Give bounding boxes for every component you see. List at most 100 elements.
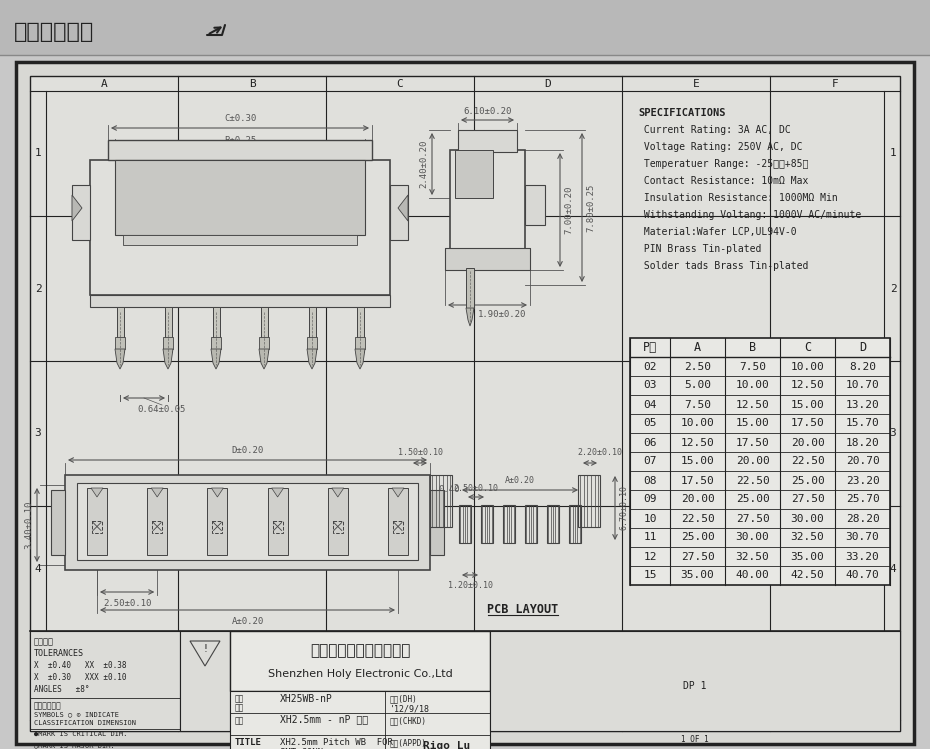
- Text: C±0.30: C±0.30: [224, 114, 256, 123]
- Text: 6.70±0.10: 6.70±0.10: [619, 485, 628, 530]
- Bar: [481, 505, 493, 543]
- Text: 32.50: 32.50: [736, 551, 769, 562]
- Text: A±0.20: A±0.20: [505, 476, 535, 485]
- Text: 11: 11: [644, 533, 657, 542]
- Text: 3: 3: [34, 428, 41, 438]
- Bar: [72, 185, 90, 240]
- Text: 20.00: 20.00: [736, 456, 769, 467]
- Text: 20.70: 20.70: [845, 456, 880, 467]
- Text: 30.00: 30.00: [790, 514, 824, 524]
- Bar: [630, 338, 890, 585]
- Text: 15.00: 15.00: [790, 399, 824, 410]
- Text: 08: 08: [644, 476, 657, 485]
- Bar: [123, 235, 357, 245]
- Bar: [388, 488, 408, 555]
- Text: 10.00: 10.00: [736, 380, 769, 390]
- Text: Contact Resistance: 10mΩ Max: Contact Resistance: 10mΩ Max: [638, 176, 808, 186]
- Bar: [230, 691, 490, 749]
- Bar: [309, 307, 315, 352]
- Text: 2.50: 2.50: [684, 362, 711, 372]
- Bar: [180, 631, 230, 731]
- Bar: [525, 185, 545, 225]
- Text: SPECIFICATIONS: SPECIFICATIONS: [638, 108, 725, 118]
- Text: 10.00: 10.00: [790, 362, 824, 372]
- Text: 05: 05: [644, 419, 657, 428]
- Bar: [30, 631, 180, 731]
- Text: B: B: [248, 79, 256, 89]
- Text: 制图(DH): 制图(DH): [390, 694, 418, 703]
- Bar: [0, 0, 930, 55]
- Text: A±0.20: A±0.20: [232, 617, 263, 626]
- Polygon shape: [211, 349, 221, 369]
- Text: A: A: [100, 79, 107, 89]
- Text: 12.50: 12.50: [790, 380, 824, 390]
- Text: D: D: [545, 79, 551, 89]
- Text: 09: 09: [644, 494, 657, 505]
- Bar: [327, 488, 348, 555]
- Bar: [547, 505, 559, 543]
- Text: 5: 5: [890, 670, 897, 681]
- Text: 25.00: 25.00: [736, 494, 769, 505]
- Text: 40.70: 40.70: [845, 571, 880, 580]
- Text: C: C: [804, 341, 811, 354]
- Text: 13.20: 13.20: [845, 399, 880, 410]
- Text: 2.50±0.10: 2.50±0.10: [454, 484, 498, 493]
- Text: P数: P数: [643, 341, 658, 354]
- Text: !: !: [203, 644, 207, 654]
- Bar: [430, 490, 444, 555]
- Bar: [87, 488, 107, 555]
- Text: 7.50: 7.50: [684, 399, 711, 410]
- Text: Voltage Rating: 250V AC, DC: Voltage Rating: 250V AC, DC: [638, 142, 803, 152]
- Text: TOLERANCES: TOLERANCES: [34, 649, 84, 658]
- Text: 5: 5: [34, 670, 41, 681]
- Text: Rigo Lu: Rigo Lu: [423, 741, 471, 749]
- Text: 核准(APPD): 核准(APPD): [390, 738, 427, 747]
- Text: 20.00: 20.00: [681, 494, 714, 505]
- Bar: [268, 488, 287, 555]
- Text: 图号: 图号: [235, 703, 245, 712]
- Text: 12: 12: [644, 551, 657, 562]
- Text: D: D: [545, 721, 551, 731]
- Text: 4: 4: [890, 563, 897, 574]
- Polygon shape: [332, 488, 344, 497]
- Text: TITLE: TITLE: [235, 738, 262, 747]
- Polygon shape: [211, 488, 223, 497]
- Text: Insulation Resistance: 1000MΩ Min: Insulation Resistance: 1000MΩ Min: [638, 193, 838, 203]
- Text: 10: 10: [644, 514, 657, 524]
- Bar: [459, 505, 471, 543]
- Text: 15.70: 15.70: [845, 419, 880, 428]
- Text: C: C: [396, 79, 404, 89]
- Text: 8.20: 8.20: [849, 362, 876, 372]
- Text: Material:Wafer LCP,UL94V-0: Material:Wafer LCP,UL94V-0: [638, 227, 797, 237]
- Text: 17.50: 17.50: [681, 476, 714, 485]
- Text: C: C: [396, 721, 404, 731]
- Text: 品名: 品名: [235, 716, 245, 725]
- Text: 15.00: 15.00: [681, 456, 714, 467]
- Text: F: F: [831, 721, 838, 731]
- Bar: [455, 150, 493, 198]
- Bar: [211, 337, 221, 349]
- Text: 35.00: 35.00: [790, 551, 824, 562]
- Text: 20.00: 20.00: [790, 437, 824, 447]
- Polygon shape: [152, 488, 163, 497]
- Bar: [569, 505, 581, 543]
- Bar: [212, 307, 219, 352]
- Text: 一般公差: 一般公差: [34, 637, 54, 646]
- Text: ANGLES   ±8°: ANGLES ±8°: [34, 685, 89, 694]
- Text: E: E: [693, 721, 699, 731]
- Text: 7.80±0.25: 7.80±0.25: [586, 184, 595, 231]
- Text: 2: 2: [34, 284, 41, 294]
- Bar: [503, 505, 515, 543]
- Text: 2.20±0.10: 2.20±0.10: [578, 448, 622, 457]
- Text: 17.50: 17.50: [736, 437, 769, 447]
- Text: DP 1: DP 1: [684, 681, 707, 691]
- Text: 6.10±0.20: 6.10±0.20: [463, 107, 512, 116]
- Text: 02: 02: [644, 362, 657, 372]
- Bar: [272, 521, 283, 533]
- Bar: [108, 140, 372, 160]
- Text: 7.00±0.20: 7.00±0.20: [564, 186, 573, 234]
- Bar: [259, 337, 269, 349]
- Bar: [390, 185, 408, 240]
- Bar: [458, 130, 517, 152]
- Polygon shape: [115, 349, 125, 369]
